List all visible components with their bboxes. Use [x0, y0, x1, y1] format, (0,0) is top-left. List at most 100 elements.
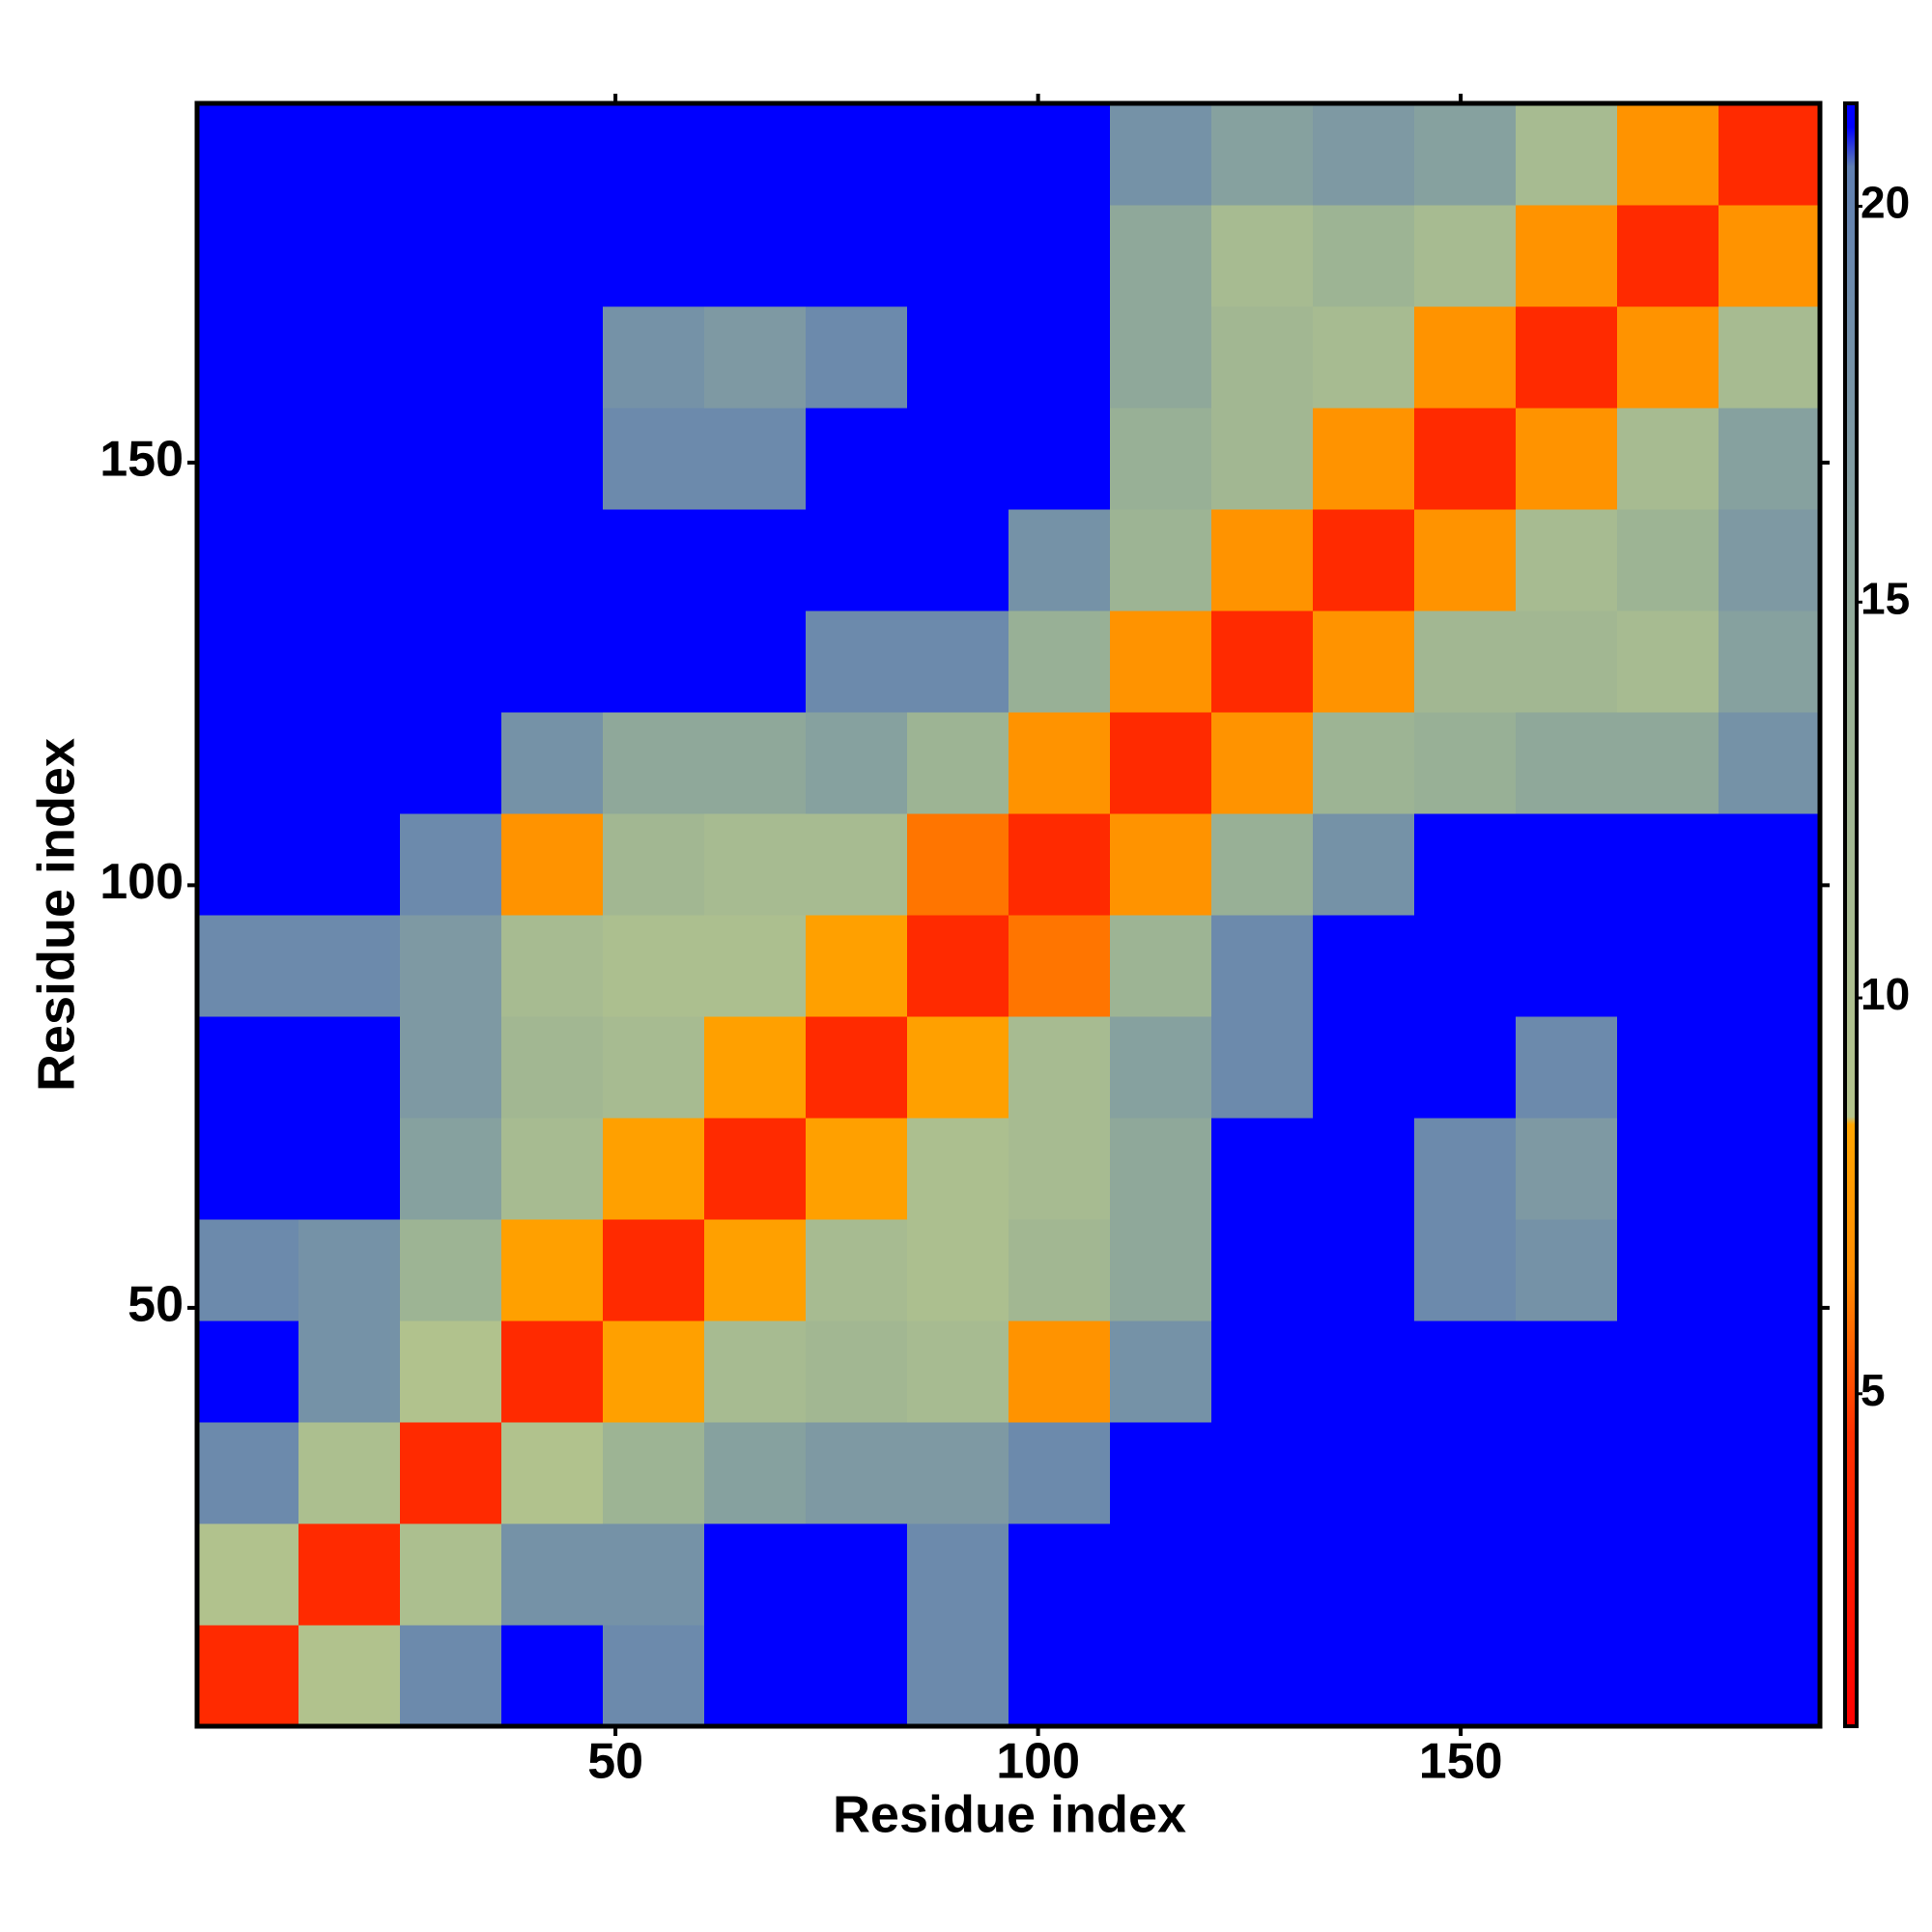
heatmap-cell [501, 1523, 604, 1626]
heatmap-cell [907, 205, 1009, 307]
heatmap-cell [197, 408, 299, 510]
heatmap-cell [1110, 915, 1212, 1017]
heatmap-cell [1719, 1625, 1821, 1727]
heatmap-cell [806, 103, 908, 206]
heatmap-cell [1211, 1219, 1314, 1321]
heatmap-cell [1211, 509, 1314, 611]
heatmap-cell [806, 1422, 908, 1524]
heatmap-cell [501, 509, 604, 611]
heatmap-cell [704, 103, 807, 206]
heatmap-cell [400, 1523, 502, 1626]
heatmap-cell [400, 1625, 502, 1727]
heatmap-cell [298, 1219, 401, 1321]
x-tick-label: 100 [996, 1734, 1080, 1790]
heatmap-cell [704, 712, 807, 814]
heatmap-cell [1211, 1321, 1314, 1423]
heatmap-cell [704, 1321, 807, 1423]
heatmap-cell [1719, 1422, 1821, 1524]
heatmap-cell [1313, 205, 1415, 307]
heatmap-cell [1617, 103, 1719, 206]
heatmap-cell [197, 813, 299, 916]
heatmap-cell [1110, 205, 1212, 307]
heatmap-cell [704, 813, 807, 916]
heatmap-cell [907, 408, 1009, 510]
heatmap-cell [603, 712, 705, 814]
heatmap-cell [501, 712, 604, 814]
heatmap-cell [704, 509, 807, 611]
heatmap-cell [1110, 1219, 1212, 1321]
heatmap-cell [197, 1219, 299, 1321]
heatmap-cell [603, 408, 705, 510]
heatmap-cell [1617, 1219, 1719, 1321]
heatmap-cell [298, 1422, 401, 1524]
heatmap-cell [1211, 408, 1314, 510]
heatmap-cell [1617, 306, 1719, 409]
heatmap-cell [806, 1523, 908, 1626]
heatmap-cell [1617, 1422, 1719, 1524]
heatmap-cell [1516, 1118, 1618, 1220]
heatmap-cell [1516, 712, 1618, 814]
heatmap-cell [197, 1118, 299, 1220]
heatmap-cell [1110, 1523, 1212, 1626]
heatmap-cell [298, 1625, 401, 1727]
heatmap-cell [1313, 1016, 1415, 1119]
heatmap-cell [1009, 306, 1111, 409]
heatmap-cell [400, 915, 502, 1017]
heatmap-cell [704, 1523, 807, 1626]
heatmap-cell [1009, 1625, 1111, 1727]
heatmap-cell [1719, 712, 1821, 814]
heatmap-cell [1110, 1321, 1212, 1423]
heatmap-cell [1719, 306, 1821, 409]
heatmap-cell [197, 205, 299, 307]
heatmap-cell [1009, 1118, 1111, 1220]
heatmap-cell [501, 1422, 604, 1524]
heatmap-cell [1617, 408, 1719, 510]
heatmap-cell [501, 1219, 604, 1321]
heatmap-cell [704, 1219, 807, 1321]
heatmap-cell [197, 1016, 299, 1119]
heatmap-cell [1009, 1016, 1111, 1119]
heatmap-cell [806, 1118, 908, 1220]
heatmap-cell [1313, 712, 1415, 814]
heatmap-cell [1313, 1321, 1415, 1423]
heatmap-cell [197, 306, 299, 409]
heatmap-cell [197, 712, 299, 814]
heatmap-cell [1414, 712, 1517, 814]
heatmap-cell [1617, 509, 1719, 611]
heatmap-cell [1516, 813, 1618, 916]
heatmap-cell [197, 1523, 299, 1626]
heatmap-cell [298, 1321, 401, 1423]
heatmap-cell [603, 1219, 705, 1321]
heatmap-cell [1313, 1625, 1415, 1727]
heatmap-cell [1617, 205, 1719, 307]
heatmap-cell [1313, 306, 1415, 409]
heatmap-cell [1009, 103, 1111, 206]
heatmap-cell [1719, 1321, 1821, 1423]
heatmap-cell [1110, 1016, 1212, 1119]
heatmap-cell [298, 509, 401, 611]
heatmap-cell [1009, 1321, 1111, 1423]
heatmap-cell [1110, 1118, 1212, 1220]
heatmap-cell [1719, 103, 1821, 206]
heatmap-cell [1516, 1219, 1618, 1321]
heatmap-cell [1313, 1523, 1415, 1626]
heatmap-cell [1414, 1016, 1517, 1119]
heatmap-cell [806, 306, 908, 409]
heatmap-cell [1617, 1523, 1719, 1626]
x-tick-label: 50 [587, 1734, 643, 1790]
heatmap-cell [907, 306, 1009, 409]
heatmap-cell [501, 103, 604, 206]
heatmap-cell [298, 103, 401, 206]
heatmap-cell [1009, 1219, 1111, 1321]
heatmap-cell [1414, 1625, 1517, 1727]
heatmap-cell [603, 813, 705, 916]
heatmap-cell [298, 813, 401, 916]
heatmap-cell [907, 1523, 1009, 1626]
heatmap-cell [1719, 1219, 1821, 1321]
heatmap-cell [806, 611, 908, 713]
heatmap-cell [1414, 306, 1517, 409]
heatmap-cell [907, 1016, 1009, 1119]
heatmap-cell [1617, 813, 1719, 916]
heatmap-cell [704, 611, 807, 713]
heatmap-cell [806, 1016, 908, 1119]
